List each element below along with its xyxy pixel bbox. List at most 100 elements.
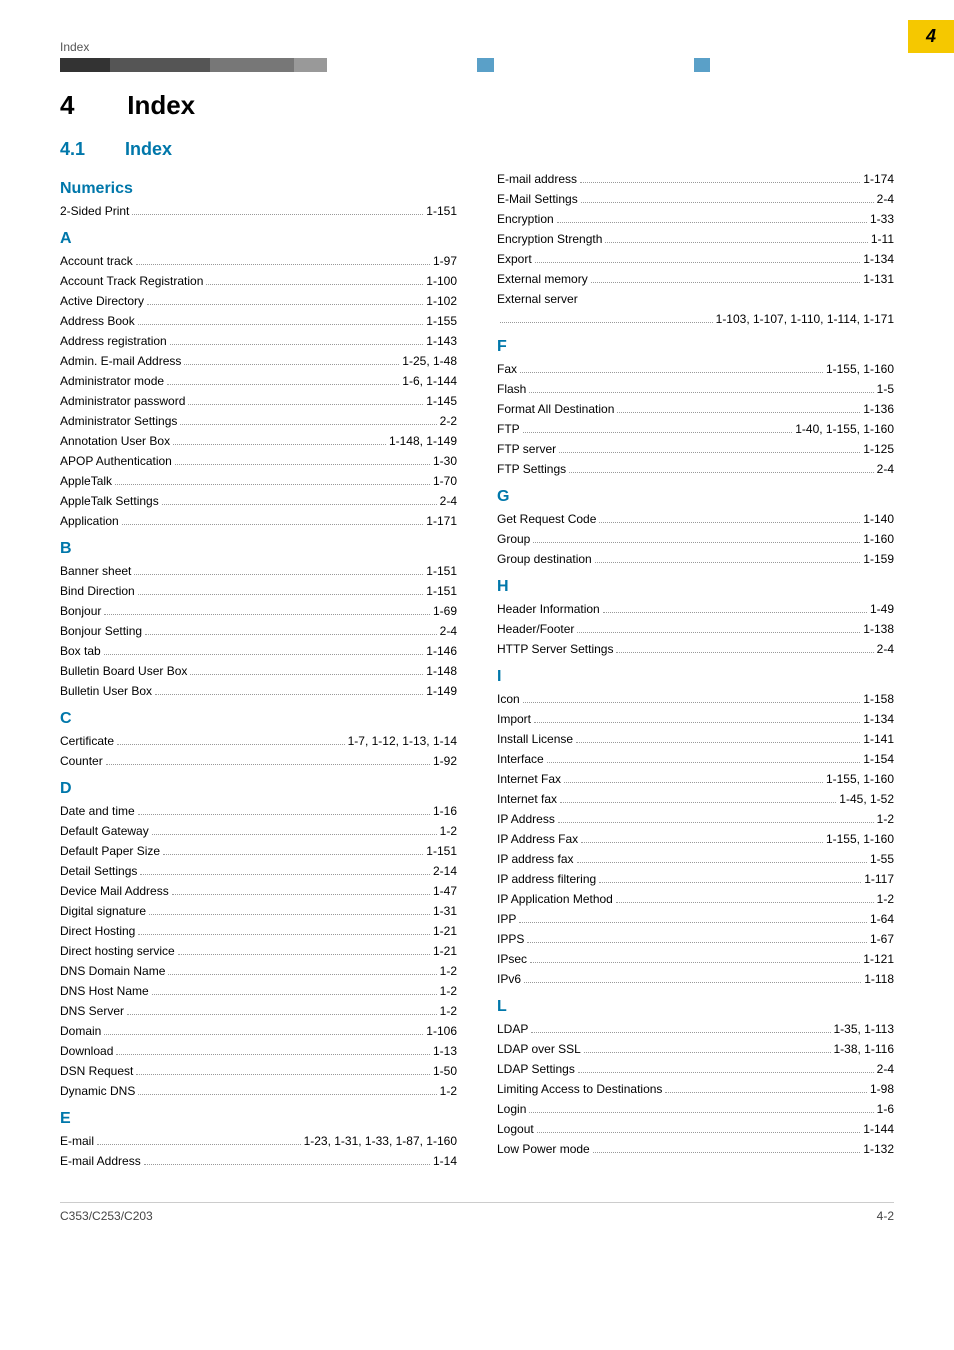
leader-dots <box>147 304 423 305</box>
index-term: Group destination <box>497 550 592 568</box>
leader-dots <box>576 742 860 743</box>
index-pages: 1-67 <box>870 930 894 948</box>
index-term: Bonjour Setting <box>60 622 142 640</box>
index-entry: Login1-6 <box>497 1100 894 1118</box>
index-term: IP address fax <box>497 850 574 868</box>
index-term: Box tab <box>60 642 101 660</box>
index-entry: APOP Authentication1-30 <box>60 452 457 470</box>
leader-dots <box>97 1144 301 1145</box>
leader-dots <box>138 814 430 815</box>
index-pages: 1-148, 1-149 <box>389 432 457 450</box>
index-entry: IPv61-118 <box>497 970 894 988</box>
index-term: Detail Settings <box>60 862 137 880</box>
index-entry: Address registration1-143 <box>60 332 457 350</box>
leader-dots <box>162 504 437 505</box>
index-entry: Flash1-5 <box>497 380 894 398</box>
leader-dots <box>152 994 437 995</box>
index-term: Annotation User Box <box>60 432 170 450</box>
leader-dots <box>603 612 867 613</box>
index-term: IP Application Method <box>497 890 613 908</box>
index-pages: 1-16 <box>433 802 457 820</box>
index-entry: Encryption Strength1-11 <box>497 230 894 248</box>
leader-dots <box>173 444 386 445</box>
index-entry: Import1-134 <box>497 710 894 728</box>
index-pages: 2-4 <box>877 640 894 658</box>
index-term: Get Request Code <box>497 510 596 528</box>
index-pages: 1-143 <box>426 332 457 350</box>
leader-dots <box>533 542 860 543</box>
leader-dots <box>595 562 861 563</box>
index-entry: Address Book1-155 <box>60 312 457 330</box>
index-pages: 1-117 <box>864 870 894 888</box>
leader-dots <box>168 974 436 975</box>
index-entry: Banner sheet1-151 <box>60 562 457 580</box>
leader-dots <box>167 384 399 385</box>
index-term: Banner sheet <box>60 562 131 580</box>
right-column: E-mail address1-174E-Mail Settings2-4Enc… <box>497 170 894 1172</box>
index-entry: 2-Sided Print1-151 <box>60 202 457 220</box>
index-entry: Encryption1-33 <box>497 210 894 228</box>
leader-dots <box>190 674 423 675</box>
index-letter-heading: D <box>60 780 457 798</box>
index-term: Direct hosting service <box>60 942 175 960</box>
index-term: Digital signature <box>60 902 146 920</box>
index-term: Encryption <box>497 210 554 228</box>
index-entry: Box tab1-146 <box>60 642 457 660</box>
leader-dots <box>184 364 399 365</box>
index-entry: DNS Server1-2 <box>60 1002 457 1020</box>
index-term: AppleTalk <box>60 472 112 490</box>
index-pages: 1-134 <box>863 710 894 728</box>
leader-dots <box>557 222 867 223</box>
index-pages: 1-6, 1-144 <box>402 372 457 390</box>
index-entry: DSN Request1-50 <box>60 1062 457 1080</box>
index-entry: Account track1-97 <box>60 252 457 270</box>
index-pages: 1-21 <box>433 942 457 960</box>
index-pages: 1-92 <box>433 752 457 770</box>
index-pages: 1-97 <box>433 252 457 270</box>
index-term: Flash <box>497 380 526 398</box>
index-term: Fax <box>497 360 517 378</box>
index-pages: 1-2 <box>877 810 894 828</box>
leader-dots <box>122 524 424 525</box>
leader-dots <box>180 424 436 425</box>
leader-dots <box>524 982 861 983</box>
index-term: Header Information <box>497 600 600 618</box>
leader-dots <box>581 842 823 843</box>
index-entry: LDAP1-35, 1-113 <box>497 1020 894 1038</box>
index-pages: 1-140 <box>863 510 894 528</box>
index-entry: Internet fax1-45, 1-52 <box>497 790 894 808</box>
index-term: HTTP Server Settings <box>497 640 613 658</box>
index-pages: 2-4 <box>440 492 457 510</box>
index-letter-heading: I <box>497 668 894 686</box>
footer-page-number: 4-2 <box>877 1209 894 1223</box>
index-term: LDAP Settings <box>497 1060 575 1078</box>
index-pages: 1-50 <box>433 1062 457 1080</box>
index-pages: 1-125 <box>863 440 894 458</box>
index-pages: 1-69 <box>433 602 457 620</box>
index-entry: Administrator password1-145 <box>60 392 457 410</box>
index-entry: FTP server 1-125 <box>497 440 894 458</box>
index-entry: Active Directory1-102 <box>60 292 457 310</box>
leader-dots <box>599 882 861 883</box>
leader-dots <box>170 344 424 345</box>
index-entry: IP Application Method1-2 <box>497 890 894 908</box>
index-term: FTP server <box>497 440 556 458</box>
leader-dots <box>531 1032 830 1033</box>
leader-dots <box>560 802 836 803</box>
index-term: IPsec <box>497 950 527 968</box>
index-entry: IP address filtering1-117 <box>497 870 894 888</box>
leader-dots <box>547 762 861 763</box>
leader-dots <box>163 854 423 855</box>
index-term: APOP Authentication <box>60 452 172 470</box>
leader-dots <box>665 1092 867 1093</box>
index-term: Dynamic DNS <box>60 1082 135 1100</box>
leader-dots <box>104 654 424 655</box>
leader-dots <box>144 1164 430 1165</box>
section-number: 4.1 <box>60 139 120 160</box>
index-entry: Annotation User Box 1-148, 1-149 <box>60 432 457 450</box>
index-pages: 1-98 <box>870 1080 894 1098</box>
index-pages: 1-118 <box>864 970 894 988</box>
index-letter-heading: H <box>497 578 894 596</box>
index-entry: Detail Settings2-14 <box>60 862 457 880</box>
index-term: FTP Settings <box>497 460 566 478</box>
